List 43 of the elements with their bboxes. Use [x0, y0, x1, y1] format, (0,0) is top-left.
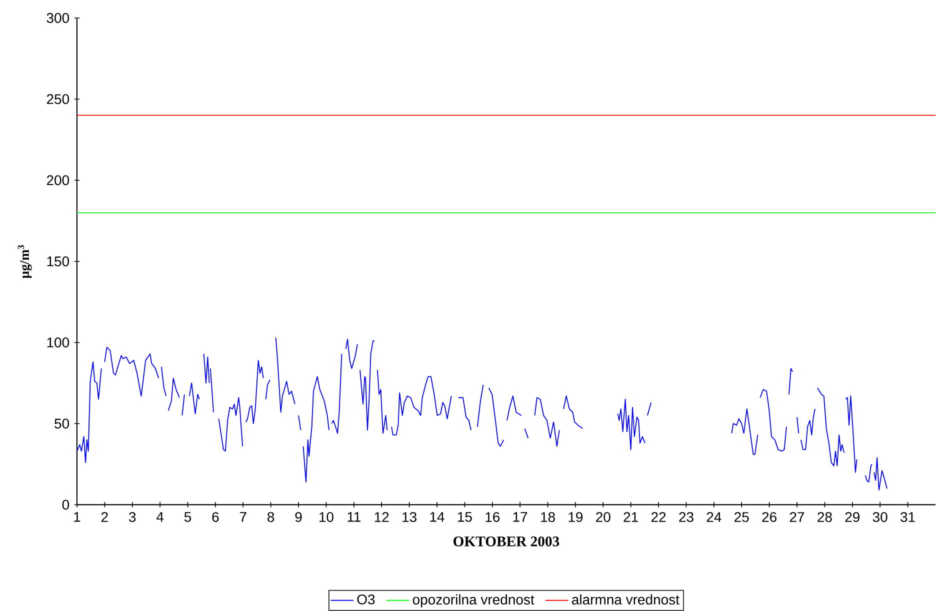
- x-tick-label: 25: [734, 512, 749, 522]
- x-tick-label: 29: [845, 512, 860, 522]
- x-tick-label: 26: [762, 512, 776, 522]
- legend-label: O3: [357, 594, 375, 604]
- x-tick-label: 24: [706, 512, 722, 522]
- x-tick-label: 20: [596, 512, 610, 522]
- y-tick-label: 200: [46, 175, 70, 186]
- y-tick-label: 0: [62, 500, 70, 510]
- x-tick-label: 30: [872, 512, 888, 522]
- x-tick-label: 19: [568, 512, 583, 522]
- x-tick-label: 27: [790, 512, 804, 522]
- x-tick-label: 16: [486, 512, 500, 522]
- y-tick-label: 150: [47, 256, 70, 266]
- x-tick-label: 21: [624, 512, 638, 522]
- x-tick-label: 2: [101, 512, 108, 522]
- x-tick-label: 15: [458, 512, 472, 522]
- x-tick-label: 10: [319, 512, 334, 522]
- x-tick-label: 1: [74, 512, 80, 522]
- x-tick-label: 6: [212, 512, 219, 522]
- y-tick-label: 300: [46, 13, 70, 24]
- x-tick-label: 14: [430, 512, 444, 522]
- x-tick-label: 17: [513, 512, 528, 522]
- x-tick-label: 13: [402, 512, 416, 522]
- x-tick-label: 28: [818, 512, 832, 522]
- y-tick-label: 250: [46, 94, 70, 104]
- x-tick-label: 5: [184, 512, 192, 522]
- x-tick-label: 18: [541, 512, 555, 522]
- x-tick-label: 31: [900, 512, 915, 522]
- y-tick-label: 50: [54, 418, 70, 429]
- x-tick-label: 9: [295, 512, 302, 522]
- x-tick-label: 8: [268, 512, 274, 522]
- x-tick-label: 23: [679, 512, 694, 522]
- y-axis-title: µg/m$^{3}$: [18, 245, 32, 278]
- legend-label: alarmna vrednost: [572, 594, 680, 605]
- x-tick-label: 22: [651, 512, 666, 522]
- x-tick-label: 12: [374, 512, 389, 522]
- x-axis-title: OKTOBER 2003: [454, 536, 560, 546]
- y-tick-label: 100: [47, 338, 70, 348]
- x-tick-label: 11: [348, 512, 360, 522]
- legend-label: opozorilna vrednost: [412, 594, 534, 608]
- x-tick-label: 7: [240, 512, 246, 522]
- x-tick-label: 4: [156, 512, 164, 522]
- x-tick-label: 3: [128, 512, 136, 522]
